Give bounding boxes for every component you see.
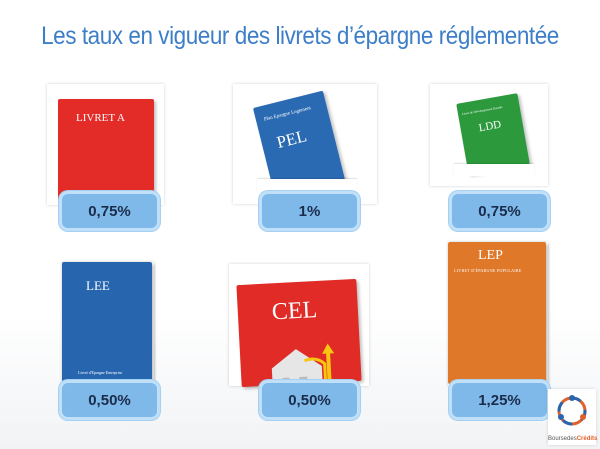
pel-subtitle: Plan Epargne Logement [263,106,312,123]
pel-photo: Plan Epargne Logement PEL [233,84,377,204]
ldd-subtitle: Livret de Développement Durable [461,104,503,117]
livret-a-rate-badge: 0,75% [62,194,157,228]
pel-label: PEL [274,126,309,152]
lee-book: LEE Livret d'Epargne Entreprise [62,262,152,384]
cel-rate-badge: 0,50% [262,383,357,417]
pel-rate-badge: 1% [262,194,357,228]
cel-photo: CEL [229,264,369,388]
ldd-label: LDD [477,118,503,135]
logo-text-b: des [567,436,577,442]
lee-photo: LEE Livret d'Epargne Entreprise [62,262,154,386]
lep-subtitle: LIVRET D'ÉPARGNE POPULAIRE [454,268,522,273]
lep-rate-badge: 1,25% [452,383,547,417]
lee-rate-badge: 0,50% [62,383,157,417]
ldd-photo: Livret de Développement Durable LDD [430,84,548,186]
lep-photo: LEP LIVRET D'ÉPARGNE POPULAIRE [448,242,548,386]
ldd-rate-badge: 0,75% [452,194,547,228]
livret-a-label: LIVRET A [76,112,125,124]
lep-book: LEP LIVRET D'ÉPARGNE POPULAIRE [448,242,546,384]
pel-pocket [257,179,357,193]
logo-text-c: Crédits [576,436,598,442]
lep-label: LEP [478,248,503,263]
logo-wordmark: BoursedesCrédits [548,436,598,442]
boursedescredits-logo: BoursedesCrédits [548,389,598,445]
livret-a-photo: LIVRET A [47,84,164,205]
cel-book: CEL [236,278,362,388]
page-title: Les taux en vigueur des livrets d’épargn… [41,22,559,50]
logo-icon [557,395,587,426]
ldd-book: Livret de Développement Durable LDD [456,93,530,175]
lee-label: LEE [86,278,110,293]
livret-a-book: LIVRET A [58,99,154,201]
lee-subtitle: Livret d'Epargne Entreprise [78,370,123,375]
cel-label: CEL [271,297,318,326]
ldd-pocket [454,164,534,176]
house-icon [271,343,335,387]
logo-text-a: Bourse [548,436,568,442]
